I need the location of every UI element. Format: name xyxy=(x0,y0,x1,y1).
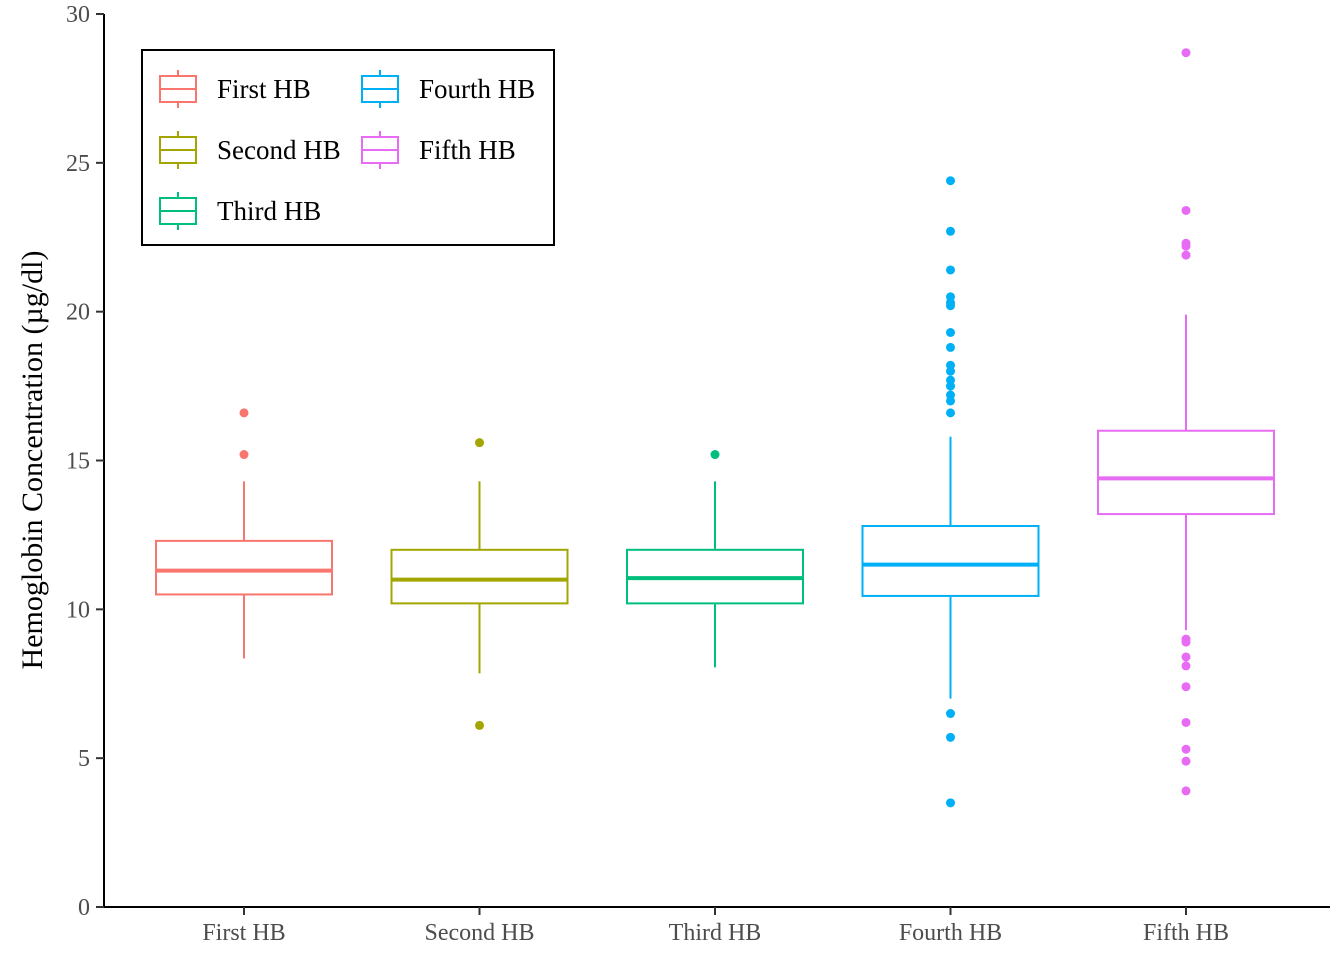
outlier-point xyxy=(946,226,955,236)
box-first-hb xyxy=(155,408,333,659)
legend-label: Second HB xyxy=(217,135,341,165)
y-ticks: 0 5 10 15 20 25 30 xyxy=(66,2,104,921)
plot-area xyxy=(155,48,1275,808)
outlier-point xyxy=(1181,786,1191,796)
outlier-point xyxy=(1181,241,1191,251)
outlier-point xyxy=(946,366,955,376)
legend-item: Second HB xyxy=(159,131,341,169)
outlier-point xyxy=(946,732,955,742)
x-tick-label: First HB xyxy=(202,920,285,946)
outlier-point xyxy=(1181,661,1191,671)
outlier-point xyxy=(1181,637,1191,647)
outlier-point xyxy=(946,408,955,418)
y-tick-label: 10 xyxy=(66,597,90,623)
outlier-point xyxy=(475,438,484,448)
legend-label: Fourth HB xyxy=(419,74,535,104)
box-fifth-hb xyxy=(1097,48,1275,796)
outlier-point xyxy=(710,450,720,460)
outlier-point xyxy=(1181,744,1191,754)
outlier-point xyxy=(1181,682,1191,692)
y-tick-label: 0 xyxy=(78,895,90,921)
y-tick-label: 15 xyxy=(66,449,90,475)
outlier-point xyxy=(946,381,955,391)
x-tick-label: Fifth HB xyxy=(1143,920,1229,946)
legend: First HB Second HB Third HB Fourth HB Fifth … xyxy=(141,49,555,246)
legend-item: First HB xyxy=(159,70,311,108)
box-third-hb xyxy=(626,450,804,668)
outlier-point xyxy=(239,408,249,418)
outlier-point xyxy=(1181,717,1191,727)
outlier-point xyxy=(946,301,955,311)
legend-item: Third HB xyxy=(159,192,321,230)
legend-frame xyxy=(141,49,555,246)
box-iqr xyxy=(155,539,333,596)
y-tick-label: 25 xyxy=(66,151,90,177)
outlier-point xyxy=(239,450,249,460)
outlier-point xyxy=(1181,756,1191,766)
box-second-hb xyxy=(390,438,569,730)
outlier-point xyxy=(946,342,955,352)
box-iqr xyxy=(390,548,569,605)
box-fourth-hb xyxy=(861,176,1040,808)
y-tick-label: 20 xyxy=(66,300,90,326)
y-tick-label: 5 xyxy=(78,746,90,772)
legend-label: Third HB xyxy=(217,196,321,226)
x-tick-label: Second HB xyxy=(425,920,535,946)
outlier-point xyxy=(1181,652,1191,662)
y-axis-title: Hemoglobin Concentration (µg/dl) xyxy=(16,251,49,670)
legend-item: Fourth HB xyxy=(361,70,535,108)
outlier-point xyxy=(946,328,955,338)
legend-label: First HB xyxy=(217,74,311,104)
legend-label: Fifth HB xyxy=(419,135,516,165)
x-tick-label: Third HB xyxy=(669,920,762,946)
outlier-point xyxy=(946,396,955,406)
outlier-point xyxy=(1181,250,1191,260)
legend-item: Fifth HB xyxy=(361,131,516,169)
outlier-point xyxy=(946,176,955,186)
outlier-point xyxy=(1181,205,1191,215)
outlier-point xyxy=(475,720,484,730)
outlier-point xyxy=(946,265,955,275)
y-tick-label: 30 xyxy=(66,2,90,28)
outlier-point xyxy=(1181,48,1191,58)
x-ticks: First HB Second HB Third HB Fourth HB Fifth … xyxy=(202,907,1229,946)
outlier-point xyxy=(946,709,955,719)
box-iqr xyxy=(861,524,1040,597)
axes: 0 5 10 15 20 25 30 First HB Second HB Third HB Fo… xyxy=(66,2,1330,946)
outlier-point xyxy=(946,798,955,808)
box-iqr xyxy=(1097,429,1275,516)
x-tick-label: Fourth HB xyxy=(899,920,1002,946)
